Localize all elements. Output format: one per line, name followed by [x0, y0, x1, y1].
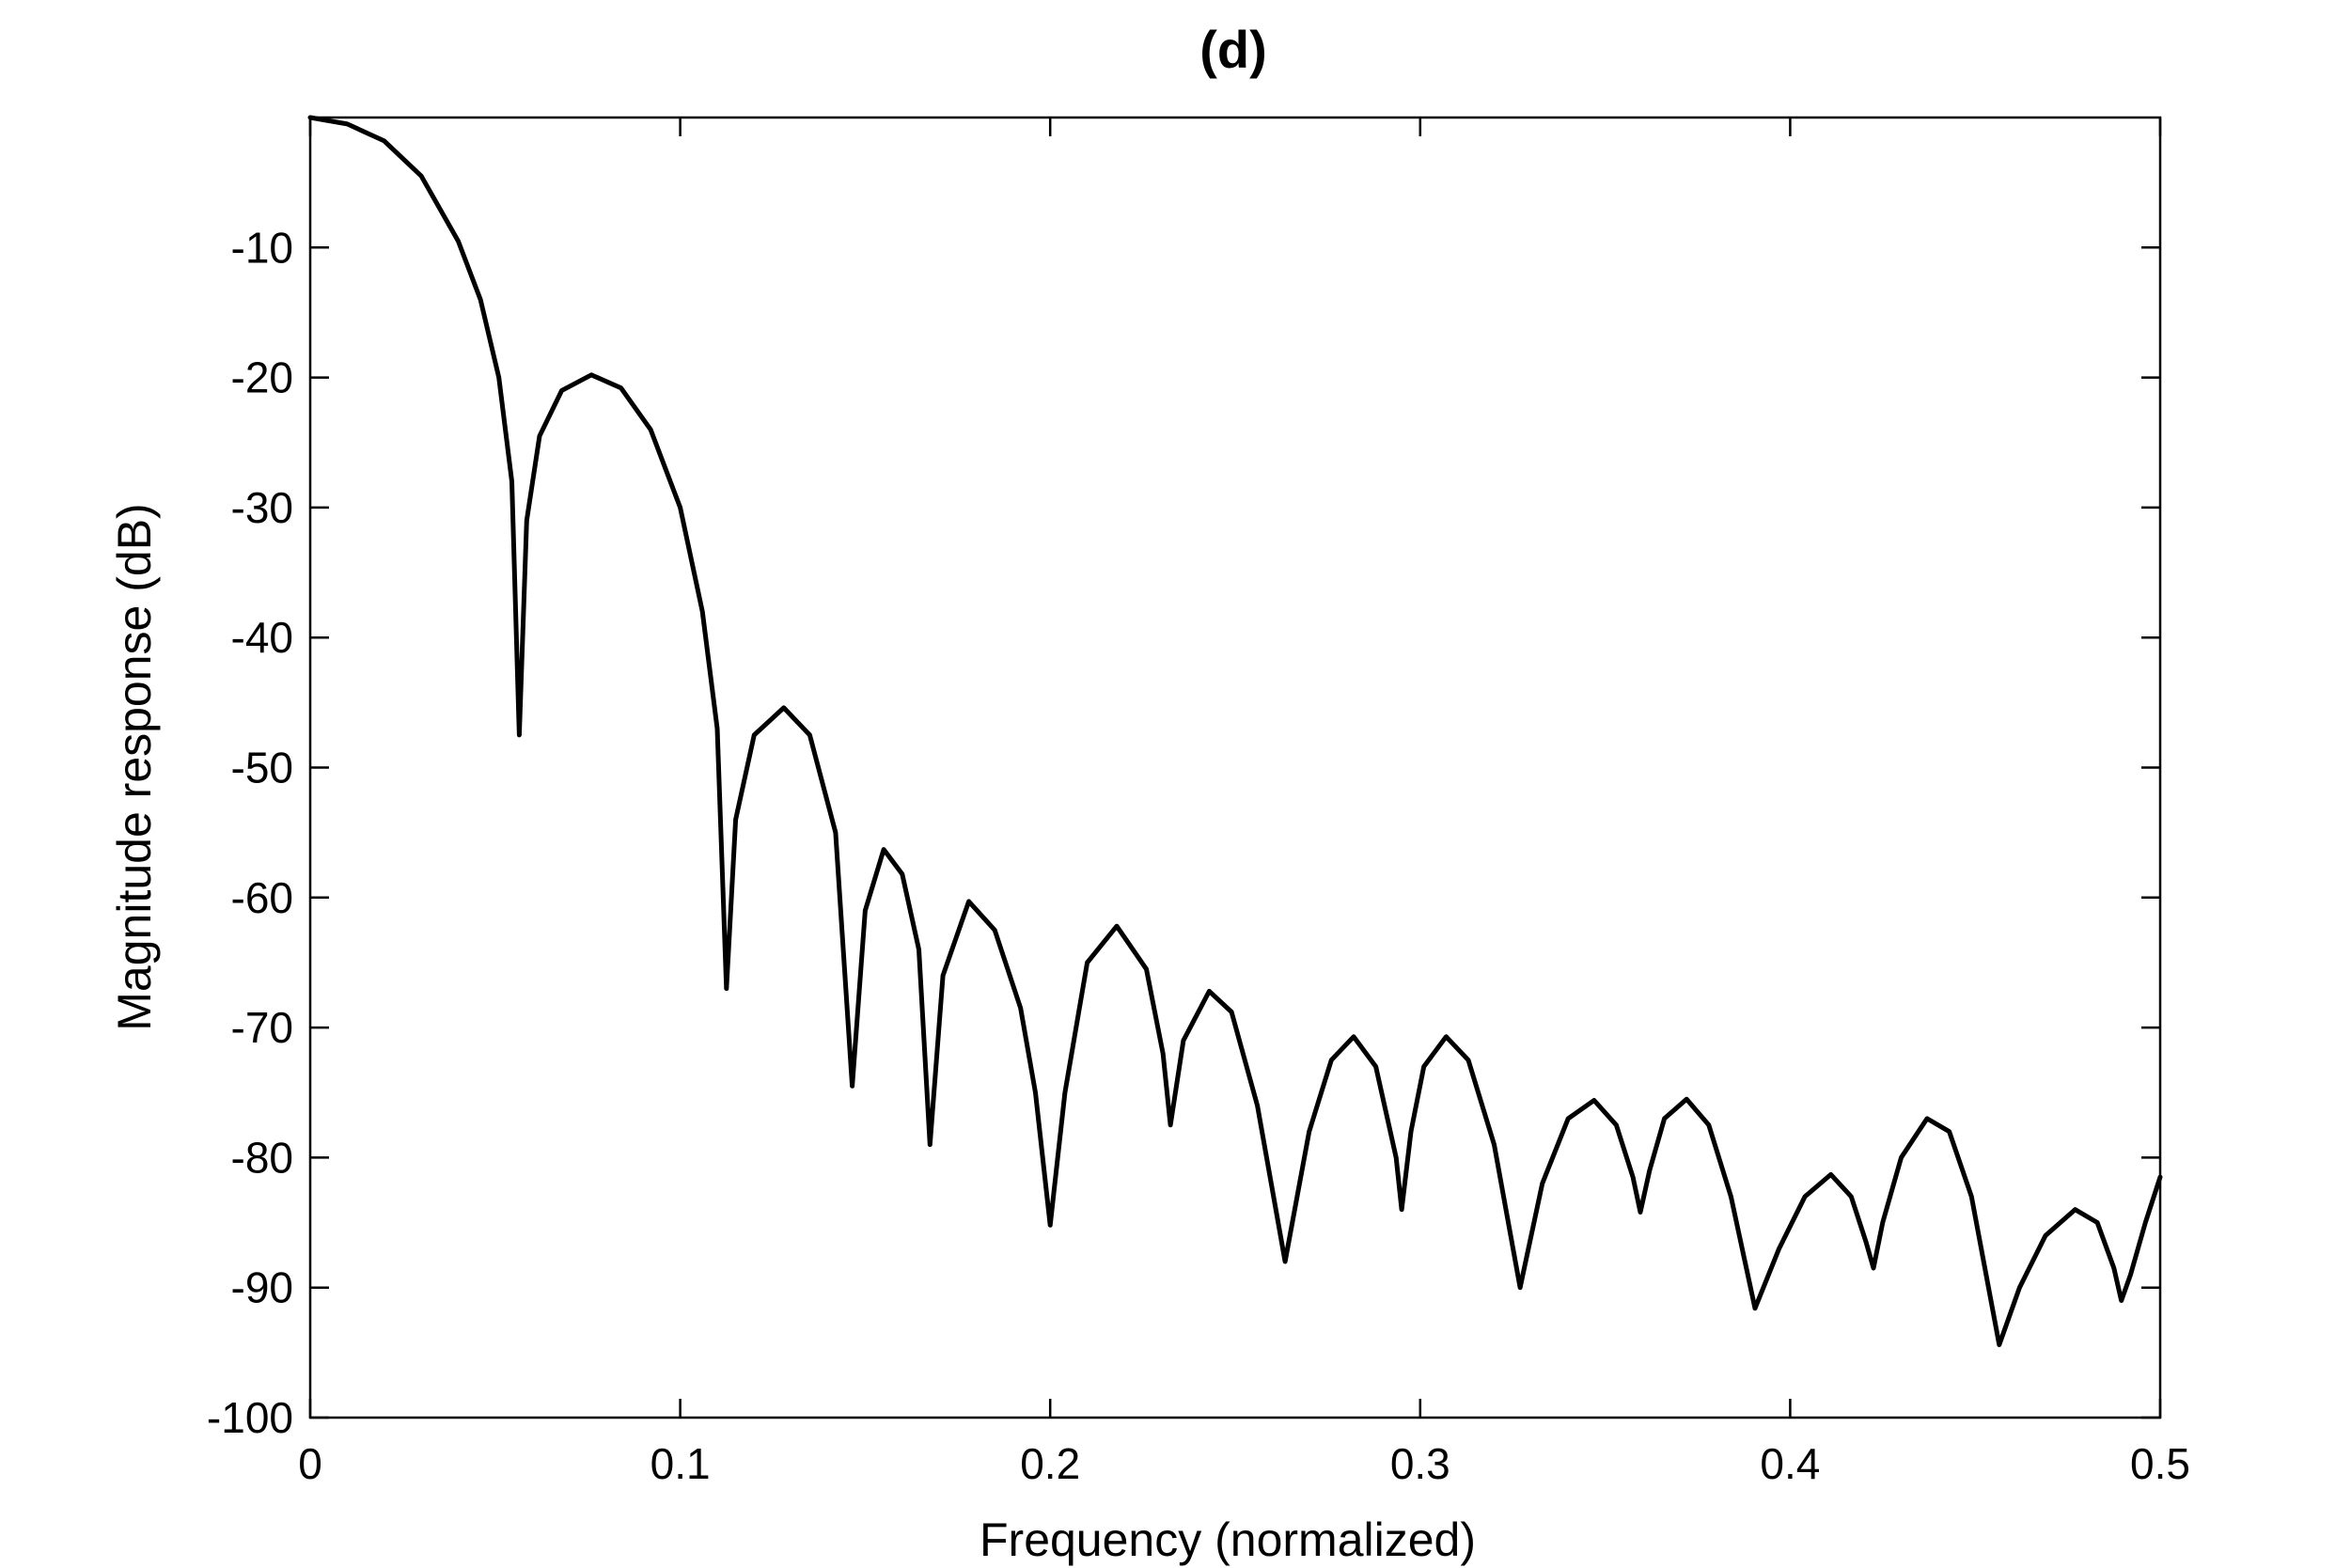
y-tick-label: -90 — [231, 1263, 293, 1312]
x-axis-label: Frequency (normalized) — [980, 1513, 1476, 1566]
y-tick-label: -10 — [231, 223, 293, 272]
y-tick-label: -80 — [231, 1133, 293, 1182]
y-tick-label: -30 — [231, 483, 293, 532]
y-tick-label: -100 — [207, 1393, 293, 1442]
x-tick-label: 0.4 — [1760, 1439, 1820, 1488]
y-tick-label: -70 — [231, 1003, 293, 1052]
y-axis: -10 -20 -30 -40 -50 -60 -70 -80 -90 -100 — [207, 223, 2160, 1442]
y-axis-label: Magnitude response (dB) — [108, 503, 161, 1030]
y-tick-label: -50 — [231, 744, 293, 792]
y-tick-label: -60 — [231, 873, 293, 922]
chart-title: (d) — [1199, 20, 1267, 79]
x-tick-label: 0 — [298, 1439, 322, 1488]
y-tick-label: -20 — [231, 353, 293, 402]
x-tick-label: 0.5 — [2130, 1439, 2190, 1488]
magnitude-response-line — [307, 115, 2163, 1348]
x-axis: 0 0.1 0.2 0.3 0.4 0.5 — [298, 118, 2190, 1488]
x-tick-label: 0.1 — [650, 1439, 711, 1488]
y-tick-label: -40 — [231, 613, 293, 662]
x-tick-label: 0.3 — [1390, 1439, 1450, 1488]
x-tick-label: 0.2 — [1020, 1439, 1080, 1488]
